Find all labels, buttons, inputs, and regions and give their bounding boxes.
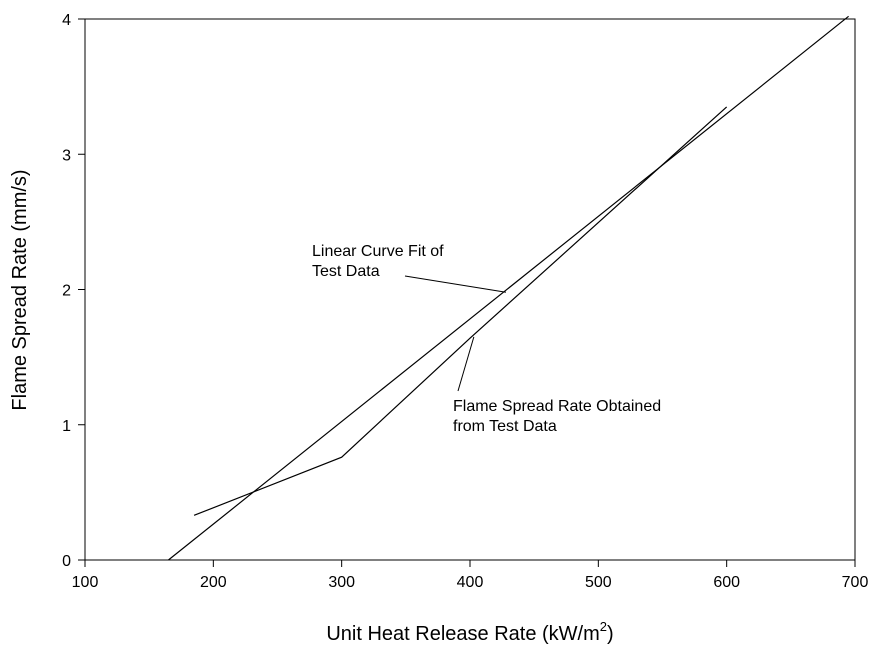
series-layer: [168, 15, 849, 561]
annotation-leader: [404, 275, 507, 293]
annotation-text: Linear Curve Fit of: [312, 243, 444, 260]
y-tick-label: 0: [62, 553, 71, 570]
linear-fit-line: [168, 15, 849, 561]
y-tick-label: 3: [62, 147, 71, 164]
x-tick-label: 500: [585, 574, 612, 591]
annotation-text: from Test Data: [453, 418, 557, 435]
x-tick-label: 400: [457, 574, 484, 591]
plot-frame: [84, 18, 856, 561]
annotation-text: Flame Spread Rate Obtained: [453, 398, 661, 415]
x-axis-title-superscript: 2: [600, 619, 607, 634]
x-tick-label: 200: [200, 574, 227, 591]
y-tick-label: 2: [62, 283, 71, 300]
annotation-layer: Linear Curve Fit of Test Data Flame Spread…: [312, 243, 661, 435]
y-tick-label: 1: [62, 418, 71, 435]
y-axis-title: Flame Spread Rate (mm/s): [9, 169, 31, 410]
x-tick-label: 600: [713, 574, 740, 591]
axis-ticks: 100 200 300 400 500 600 700 0 1 2 3 4: [62, 12, 868, 591]
annotation-text: Test Data: [312, 263, 380, 280]
x-tick-label: 700: [842, 574, 869, 591]
annotation-leader: [457, 336, 475, 392]
x-axis-title: Unit Heat Release Rate (kW/m2): [326, 619, 613, 645]
x-axis-title-close: ): [607, 623, 614, 645]
x-tick-label: 300: [328, 574, 355, 591]
y-tick-label: 4: [62, 12, 71, 29]
x-axis-title-main: Unit Heat Release Rate (kW/m: [326, 623, 599, 645]
x-tick-label: 100: [72, 574, 99, 591]
test-data-line: [193, 106, 728, 516]
